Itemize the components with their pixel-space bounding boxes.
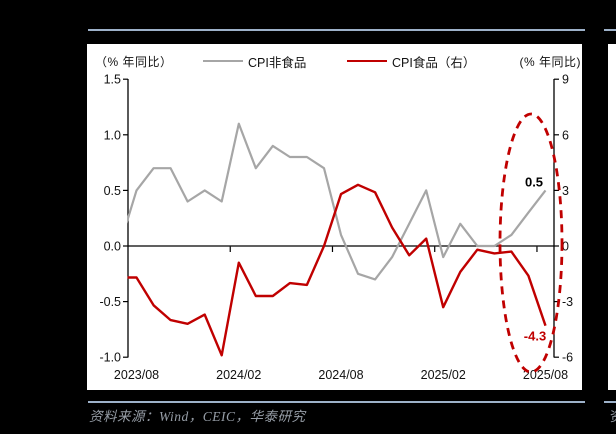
data-label-nonfood-end: 0.5: [524, 174, 544, 190]
highlight-ellipse: [498, 112, 564, 374]
right-tick-label: -6: [562, 351, 573, 365]
x-tick-label: 2025/08: [523, 368, 568, 382]
left-tick-label: -1.0: [99, 351, 121, 365]
right-tick-label: 6: [562, 128, 569, 142]
right-tick-label: 9: [562, 73, 569, 87]
left-tick-label: 1.0: [104, 128, 121, 142]
x-tick-label: 2024/08: [318, 368, 363, 382]
top-divider-line: [88, 29, 585, 31]
x-tick-label: 2023/08: [114, 368, 159, 382]
x-tick-label: 2024/02: [216, 368, 261, 382]
series-line-cpi-food: [127, 183, 547, 357]
legend-item-cpi-nonfood: CPI非食品: [203, 54, 307, 70]
legend-label-cpi-nonfood: CPI非食品: [248, 55, 307, 70]
left-tick-label: 1.5: [104, 73, 121, 87]
left-axis-title: （% 年同比）: [95, 55, 173, 69]
left-tick-label: -0.5: [99, 295, 121, 309]
legend-line-swatch-red: [347, 59, 387, 63]
x-axis-ticks: [229, 246, 538, 252]
right-axis-ticks: 9 6 3 0 -3 -6: [554, 73, 573, 365]
right-tick-label: 0: [562, 240, 569, 254]
legend-item-cpi-food: CPI食品（右）: [347, 54, 476, 70]
data-label-food-end: -4.3: [523, 328, 547, 344]
x-axis-labels: 2023/08 2024/02 2024/08 2025/02 2025/08: [114, 368, 568, 382]
top-divider-line-next-column: [604, 29, 616, 31]
right-tick-label: -3: [562, 295, 573, 309]
series-line-cpi-nonfood: [127, 122, 547, 281]
left-axis-ticks: 1.5 1.0 0.5 0.0 -0.5 -1.0: [99, 73, 128, 365]
left-tick-label: 0.0: [104, 240, 121, 254]
bottom-divider-line: [88, 401, 585, 403]
x-tick-label: 2025/02: [421, 368, 466, 382]
adjacent-source-fragment: 资: [610, 406, 616, 424]
legend-line-swatch-gray: [203, 59, 243, 63]
legend-label-cpi-food: CPI食品（右）: [392, 55, 476, 70]
right-axis-title: (% 年同比): [519, 55, 581, 69]
bottom-divider-line-next-column: [604, 401, 616, 403]
left-tick-label: 0.5: [104, 184, 121, 198]
adjacent-figure-sliver: [608, 44, 616, 390]
source-note: 资料来源：Wind，CEIC，华泰研究: [89, 409, 306, 424]
right-tick-label: 3: [562, 184, 569, 198]
